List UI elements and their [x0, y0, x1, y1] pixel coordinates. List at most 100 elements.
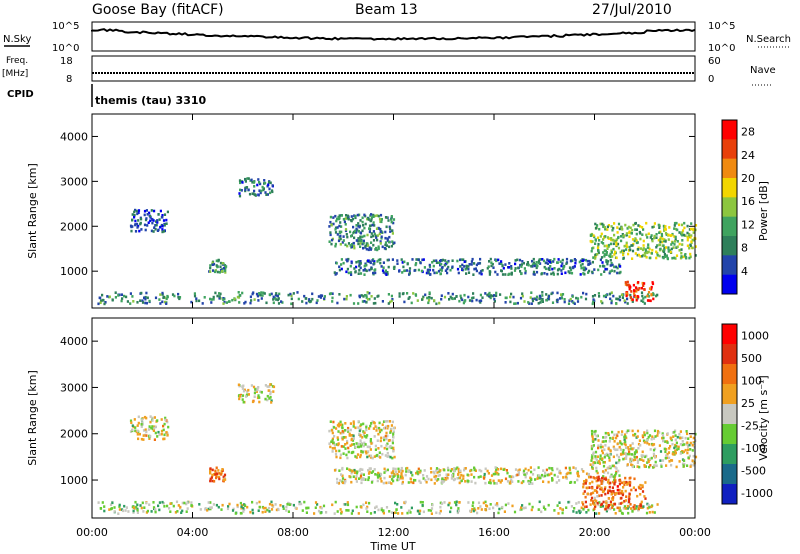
range-cell: [496, 471, 499, 475]
cpid-label: CPID: [7, 89, 34, 100]
range-cell: [469, 509, 472, 513]
range-cell: [416, 470, 419, 474]
range-cell: [614, 473, 617, 477]
range-cell: [240, 505, 243, 508]
range-cell: [144, 297, 147, 301]
range-cell: [354, 426, 357, 430]
range-cell: [622, 457, 625, 461]
range-cell: [330, 238, 334, 242]
range-cell: [548, 466, 551, 470]
range-cell: [415, 258, 418, 261]
range-cell: [113, 510, 116, 513]
range-cell: [247, 388, 250, 392]
range-cell: [543, 272, 546, 275]
range-cell: [339, 479, 342, 482]
range-cell: [675, 448, 679, 451]
range-cell: [362, 422, 365, 426]
range-cell: [481, 269, 484, 272]
range-cell: [617, 455, 620, 459]
range-cell: [598, 460, 601, 463]
range-cell: [631, 238, 635, 241]
range-cell: [633, 239, 636, 243]
range-cell: [367, 476, 370, 479]
range-cell: [401, 271, 404, 274]
range-cell: [641, 490, 645, 493]
range-cell: [163, 230, 166, 233]
range-cell: [377, 447, 380, 450]
range-cell: [623, 483, 626, 487]
range-cell: [673, 240, 677, 243]
range-cell: [401, 480, 404, 484]
range-cell: [441, 266, 444, 269]
range-cell: [662, 256, 665, 260]
range-cell: [457, 473, 460, 476]
range-cell: [361, 450, 364, 454]
range-cell: [173, 294, 176, 298]
range-cell: [378, 451, 381, 454]
range-cell: [664, 228, 667, 231]
range-cell: [311, 292, 314, 296]
range-cell: [509, 295, 512, 299]
range-cell: [520, 481, 523, 485]
range-cell: [330, 440, 333, 444]
range-cell: [516, 473, 519, 477]
range-cell: [483, 472, 486, 476]
range-cell: [134, 219, 137, 223]
range-cell: [381, 452, 384, 456]
range-cell: [491, 262, 494, 266]
range-cell: [238, 192, 241, 195]
range-cell: [334, 452, 338, 456]
range-cell: [363, 226, 366, 230]
range-cell: [600, 273, 603, 276]
range-cell: [608, 489, 611, 493]
range-cell: [243, 302, 246, 305]
range-cell: [228, 300, 231, 303]
range-cell: [604, 431, 607, 435]
range-cell: [358, 429, 361, 433]
range-cell: [401, 469, 404, 473]
range-cell: [392, 430, 395, 433]
range-cell: [607, 433, 610, 437]
range-cell: [147, 428, 150, 431]
range-cell: [145, 301, 148, 305]
range-cell: [519, 263, 522, 267]
range-cell: [217, 259, 220, 262]
range-cell: [553, 267, 556, 270]
range-cell: [141, 301, 145, 304]
range-cell: [269, 181, 272, 185]
range-cell: [617, 492, 620, 495]
range-cell: [378, 232, 381, 236]
range-cell: [396, 503, 399, 506]
range-cell: [257, 394, 260, 397]
range-cell: [406, 511, 409, 515]
range-cell: [603, 255, 606, 258]
range-cell: [142, 429, 146, 432]
range-cell: [626, 245, 629, 249]
range-cell: [650, 285, 653, 289]
freq-tick-top: 18: [60, 56, 73, 67]
colorbar-swatch: [722, 344, 737, 365]
range-cell: [582, 266, 585, 269]
range-cell: [493, 482, 496, 485]
range-cell: [440, 297, 443, 301]
range-cell: [627, 446, 630, 449]
range-cell: [368, 227, 371, 230]
range-cell: [604, 478, 608, 481]
range-cell: [674, 235, 677, 239]
range-cell: [274, 503, 277, 506]
range-cell: [635, 507, 638, 510]
range-cell: [436, 471, 439, 474]
range-cell: [434, 477, 437, 481]
range-cell: [497, 258, 500, 262]
range-cell: [344, 217, 347, 220]
range-cell: [496, 273, 499, 276]
range-cell: [609, 436, 612, 440]
range-cell: [598, 239, 601, 242]
range-cell: [384, 243, 387, 247]
range-cell: [401, 475, 404, 479]
range-cell: [425, 475, 429, 478]
range-cell: [630, 463, 633, 466]
range-cell: [595, 458, 598, 462]
colorbar-swatch: [722, 424, 737, 445]
range-cell: [120, 299, 123, 303]
